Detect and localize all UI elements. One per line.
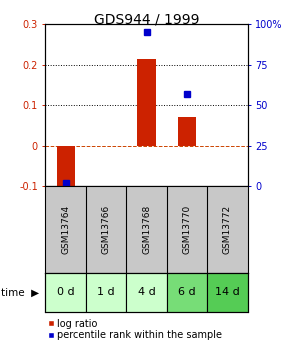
Text: 4 d: 4 d <box>138 287 155 297</box>
Bar <box>57 146 75 194</box>
Text: GDS944 / 1999: GDS944 / 1999 <box>94 12 199 26</box>
Text: GSM13766: GSM13766 <box>102 205 110 254</box>
Bar <box>126 273 167 312</box>
Text: 14 d: 14 d <box>215 287 240 297</box>
Text: GSM13764: GSM13764 <box>61 205 70 254</box>
Text: time  ▶: time ▶ <box>1 287 40 297</box>
Legend: log ratio, percentile rank within the sample: log ratio, percentile rank within the sa… <box>47 319 222 340</box>
Text: GSM13772: GSM13772 <box>223 205 232 254</box>
Text: GSM13770: GSM13770 <box>183 205 191 254</box>
Bar <box>167 273 207 312</box>
Text: 6 d: 6 d <box>178 287 196 297</box>
Bar <box>45 273 86 312</box>
Bar <box>86 273 126 312</box>
Bar <box>207 273 248 312</box>
Text: 1 d: 1 d <box>97 287 115 297</box>
Bar <box>137 59 156 146</box>
Text: GSM13768: GSM13768 <box>142 205 151 254</box>
Text: 0 d: 0 d <box>57 287 74 297</box>
Bar <box>178 117 196 146</box>
